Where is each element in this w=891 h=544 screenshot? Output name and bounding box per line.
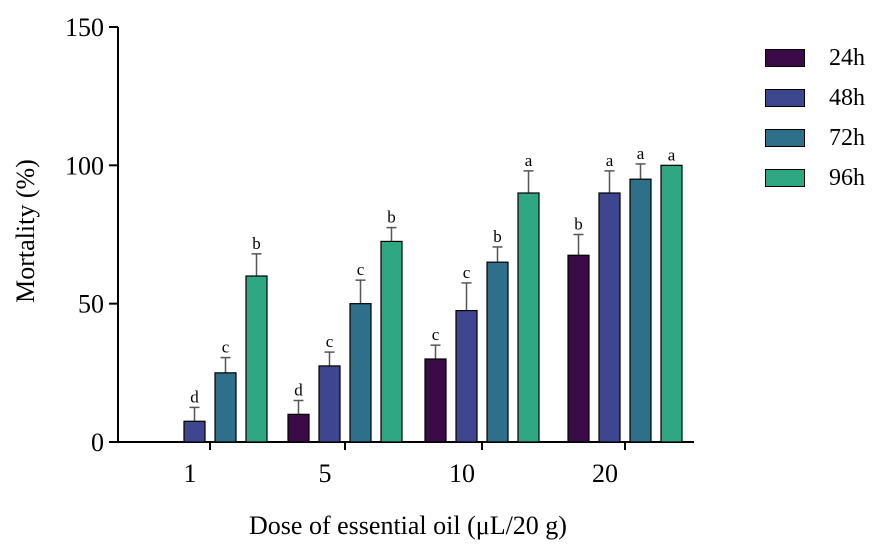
- x-axis-label: Dose of essential oil (μL/20 g): [249, 511, 567, 540]
- bar-24h-dose-10: [424, 358, 447, 443]
- bar-96h-dose-10: [517, 192, 540, 443]
- significance-letter: b: [387, 208, 396, 227]
- legend: 24h 48h 72h 96h: [765, 38, 865, 198]
- significance-letter: c: [463, 263, 471, 282]
- y-tick-label: 100: [65, 151, 104, 180]
- legend-swatch: [765, 129, 805, 147]
- legend-item-96h: 96h: [765, 158, 865, 198]
- legend-item-72h: 72h: [765, 118, 865, 158]
- significance-letter: c: [326, 332, 334, 351]
- x-axis: 1 5 10 20: [118, 441, 694, 488]
- significance-letter: c: [222, 338, 230, 357]
- bars: d c b d c c b c c b a b a a a: [183, 144, 683, 443]
- x-tick-label: 20: [592, 459, 618, 488]
- legend-swatch: [765, 169, 805, 187]
- x-tick-label: 10: [449, 459, 475, 488]
- bar-48h-dose-20: [598, 192, 621, 443]
- bar-48h-dose-10: [455, 309, 478, 443]
- bar-48h-dose-1: [183, 420, 206, 443]
- y-tick-label: 0: [91, 428, 104, 457]
- legend-swatch: [765, 89, 805, 107]
- bar-96h-dose-20: [660, 164, 683, 443]
- bar-24h-dose-5: [287, 413, 310, 443]
- bar-72h-dose-10: [486, 261, 509, 443]
- bar-96h-dose-5: [380, 240, 403, 443]
- legend-label: 72h: [829, 124, 865, 151]
- significance-letter: b: [493, 227, 502, 246]
- x-tick-label: 1: [184, 459, 197, 488]
- legend-item-24h: 24h: [765, 38, 865, 78]
- significance-letter: c: [432, 325, 440, 344]
- legend-label: 48h: [829, 84, 865, 111]
- legend-label: 24h: [829, 44, 865, 71]
- significance-letter: a: [606, 151, 614, 170]
- bar-24h-dose-20: [567, 254, 590, 443]
- y-axis: 0 50 100 150: [65, 13, 119, 457]
- significance-letter: a: [668, 145, 676, 164]
- y-tick-label: 150: [65, 13, 104, 42]
- y-tick-label: 50: [78, 290, 104, 319]
- significance-letter: a: [637, 144, 645, 163]
- bar-72h-dose-1: [214, 372, 237, 443]
- significance-letter: c: [357, 260, 365, 279]
- bar-72h-dose-5: [349, 303, 372, 443]
- legend-swatch: [765, 49, 805, 67]
- legend-item-48h: 48h: [765, 78, 865, 118]
- significance-letter: d: [190, 387, 199, 406]
- significance-letter: b: [252, 234, 261, 253]
- y-axis-label: Mortality (%): [11, 159, 40, 303]
- bar-48h-dose-5: [318, 365, 341, 443]
- x-tick-label: 5: [319, 459, 332, 488]
- bar-96h-dose-1: [245, 275, 268, 443]
- legend-label: 96h: [829, 164, 865, 191]
- significance-letter: d: [294, 381, 303, 400]
- significance-letter: b: [574, 215, 583, 234]
- significance-letter: a: [525, 151, 533, 170]
- bar-72h-dose-20: [629, 178, 652, 443]
